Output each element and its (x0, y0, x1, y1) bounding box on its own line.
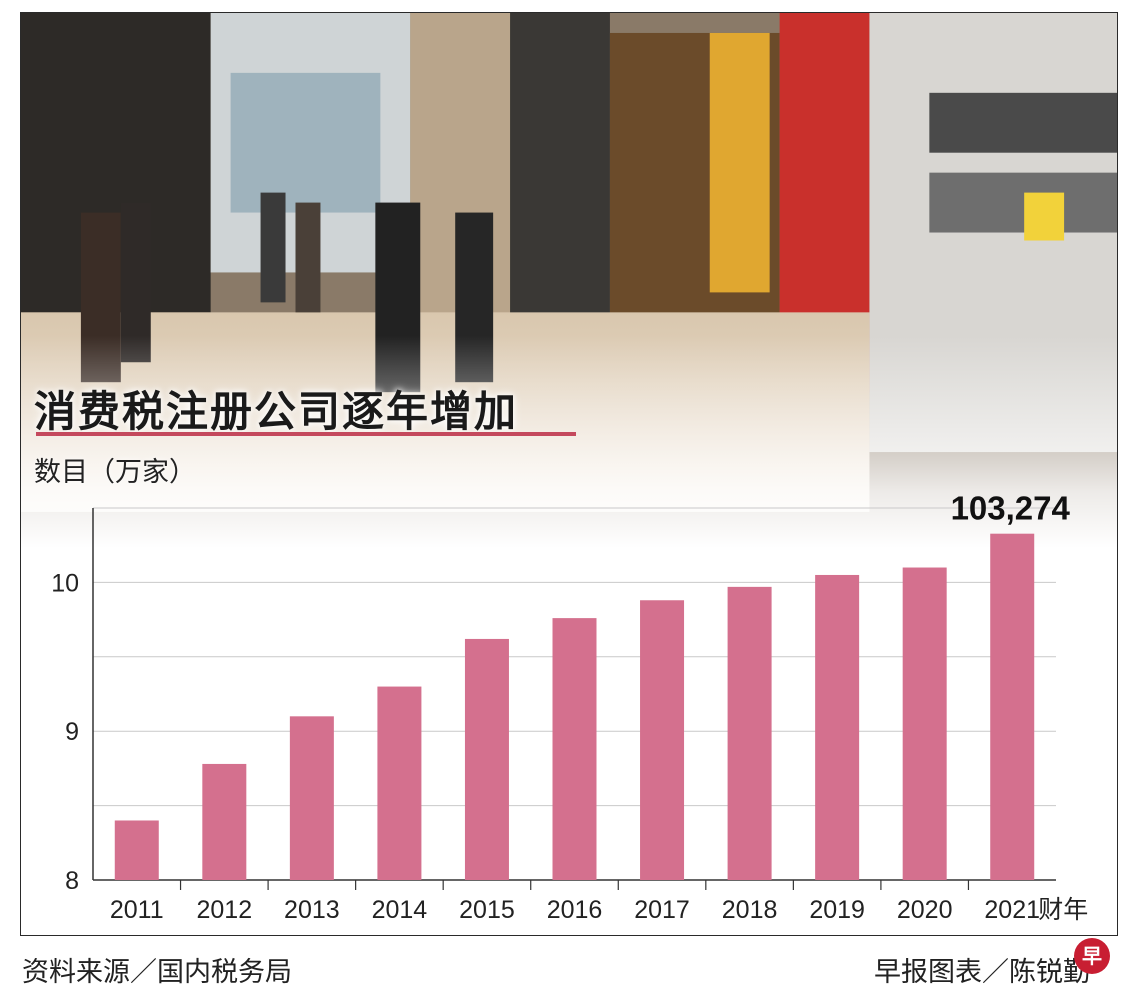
x-tick-label: 2018 (722, 896, 778, 924)
last-bar-value-label: 103,274 (951, 490, 1071, 527)
bar (289, 716, 334, 880)
x-tick-label: 2013 (284, 896, 340, 924)
bar (377, 686, 422, 880)
y-tick-label: 8 (65, 867, 79, 895)
source-note: 资料来源／国内税务局 (22, 957, 292, 988)
x-tick-label: 2014 (372, 896, 428, 924)
publisher-badge: 早 (1074, 938, 1110, 974)
bar (202, 763, 247, 880)
chart-title: 消费税注册公司逐年增加 (34, 387, 519, 436)
x-tick-label: 2020 (897, 896, 953, 924)
bar (640, 600, 685, 880)
bar (114, 820, 159, 880)
x-tick-label: 2019 (809, 896, 865, 924)
bar (990, 533, 1035, 880)
title-underline (36, 432, 576, 436)
x-tick-label: 2011 (110, 896, 164, 924)
bar (815, 574, 860, 880)
x-tick-label: 2012 (197, 896, 253, 924)
x-tick-label: 2021 (984, 896, 1040, 924)
x-tick-label: 2016 (547, 896, 603, 924)
x-tick-label: 2017 (634, 896, 690, 924)
credit-note: 早报图表／陈锐勤 (874, 957, 1090, 988)
y-tick-label: 10 (51, 569, 79, 597)
y-tick-label: 9 (65, 718, 79, 746)
x-tick-label: 2015 (459, 896, 515, 924)
x-axis-suffix: 财年 (1038, 895, 1088, 924)
y-axis-label: 数目（万家） (34, 457, 196, 488)
bar (552, 618, 597, 880)
bar (902, 567, 947, 880)
bar (727, 586, 772, 880)
bar (464, 638, 509, 880)
